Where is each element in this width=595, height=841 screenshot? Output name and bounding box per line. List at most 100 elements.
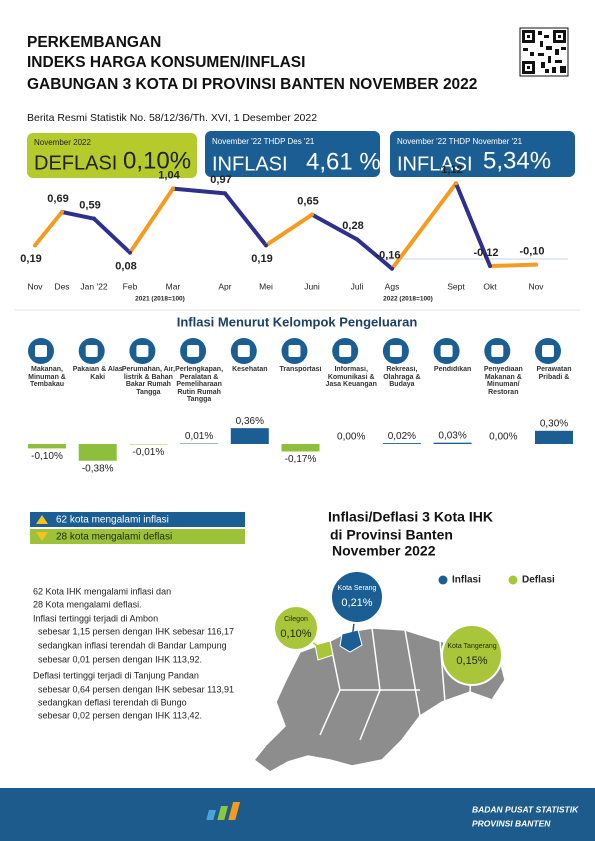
value-label: 0,30% — [540, 418, 568, 429]
city-value: 0,10% — [280, 628, 311, 640]
point — [355, 237, 359, 242]
x-tick-label: Apr — [218, 281, 231, 291]
category-label-box: Perumahan, Air, listrik & Bahan Bakar Ru… — [121, 366, 175, 396]
line-segment — [390, 181, 458, 271]
value-label: 0,36% — [236, 416, 264, 427]
legend-dot — [508, 575, 518, 585]
category-label: Penyediaan Makanan & Minuman/ Restoran — [483, 366, 523, 396]
category-label-box: Pakaian & Alas Kaki — [73, 366, 123, 381]
x-tick-label: Nov — [27, 281, 43, 291]
value-label: 0,69 — [47, 193, 68, 205]
value-label: -0,10% — [31, 451, 63, 462]
legend-text: Deflasi — [522, 575, 555, 586]
summary-line: sebesar 0,02 persen dengan IHK 113,42. — [38, 710, 202, 720]
footer-text: PROVINSI BANTEN — [472, 818, 551, 828]
category-label: Kesehatan — [232, 366, 268, 373]
highlight-box: November '22 THDP November '21 INFLASI 5… — [390, 131, 575, 177]
summary-line: Inflasi tertinggi terjadi di Ambon — [33, 613, 158, 623]
point — [33, 243, 37, 248]
category-label-box: Informasi, Komunikasi & Jasa Keuangan — [325, 366, 377, 388]
category-label-box: Perlengkapan, Peralatan & Pemeliharaan R… — [175, 366, 224, 403]
point — [92, 216, 96, 221]
value-label: -0,01% — [133, 447, 165, 458]
category-label: Perumahan, Air, listrik & Bahan Bakar Ru… — [121, 366, 175, 396]
label: INFLASI — [397, 153, 473, 175]
point — [171, 186, 175, 191]
point — [310, 212, 314, 217]
category-label-box: Kesehatan — [232, 366, 268, 373]
city-bubble — [441, 624, 503, 686]
summary-row: 28 kota mengalami deflasi — [30, 529, 245, 544]
caption: November 2022 — [34, 138, 91, 147]
row-bg — [30, 512, 245, 527]
category-label-box: Rekreasi, Olahraga & Budaya — [383, 366, 420, 388]
point — [128, 250, 132, 255]
category-label: Pendidikan — [433, 366, 472, 373]
point — [488, 264, 492, 268]
value-label: 0,00% — [489, 432, 517, 443]
title-line: GABUNGAN 3 KOTA DI PROVINSI BANTEN NOVEM… — [27, 76, 477, 93]
line-segment — [264, 212, 314, 248]
bar — [281, 444, 320, 452]
subtitle: Berita Resmi Statistik No. 58/12/36/Th. … — [27, 112, 317, 124]
x-tick-label: Des — [54, 281, 69, 291]
city-value: 0,15% — [456, 655, 487, 667]
city-bubble — [330, 570, 384, 624]
city-name: Kota Tangerang — [447, 643, 496, 650]
summary-line: 62 Kota IHK mengalami inflasi dan — [33, 586, 171, 596]
value: 5,34% — [483, 147, 551, 174]
line-segment — [355, 237, 394, 271]
row-bg — [30, 529, 245, 544]
value: 0,10% — [123, 147, 191, 174]
down-icon — [36, 532, 48, 541]
line-segment — [33, 210, 64, 248]
category-label: Perlengkapan, Peralatan & Pemeliharaan R… — [175, 366, 224, 403]
x-tick-label: Ags — [385, 281, 400, 291]
point — [390, 266, 394, 271]
value-label: -0,17% — [285, 454, 317, 465]
icon-glyph — [440, 345, 453, 357]
icon-glyph — [389, 345, 402, 357]
summary-row: 62 kota mengalami inflasi — [30, 512, 245, 527]
x-tick-label: Juni — [304, 281, 320, 291]
summary-line: sedangkan inflasi terendah di Bandar Lam… — [38, 640, 227, 650]
category-label-box: Transportasi — [279, 366, 321, 373]
line-segment — [92, 216, 132, 255]
up-icon — [36, 515, 48, 524]
line-segment — [60, 210, 96, 221]
line-segment — [454, 181, 492, 268]
city-bubble — [273, 605, 319, 651]
summary-text: 62 Kota IHK mengalami inflasi dan 28 Kota… — [33, 586, 234, 720]
x-tick-label: Okt — [483, 281, 497, 291]
highlight-box: November 2022 DEFLASI 0,10% — [27, 133, 197, 178]
value-label: 0,19 — [251, 253, 272, 265]
category-label: Informasi, Komunikasi & Jasa Keuangan — [325, 366, 377, 388]
box-bg — [27, 133, 197, 178]
box-bg — [390, 131, 575, 177]
bar-title: Inflasi Menurut Kelompok Pengeluaran — [177, 314, 418, 329]
bar-chart: Makanan, Minuman & Tembakau -0,10% Pakaian… — [28, 338, 573, 474]
value-label: 0,19 — [20, 253, 41, 265]
value-label: 0,08 — [115, 261, 136, 273]
x-tick-label: Mei — [259, 281, 273, 291]
icon-glyph — [35, 345, 47, 357]
line-segment — [310, 212, 359, 242]
value-label: -0,16 — [375, 250, 400, 262]
x-tick-label: Juli — [351, 281, 364, 291]
value-label: 0,00% — [337, 432, 365, 443]
icon-glyph — [136, 345, 149, 357]
line-segment — [128, 186, 175, 255]
category-label-box: Makanan, Minuman & Tembakau — [28, 366, 66, 388]
footer-band — [0, 788, 595, 841]
summary-line: sebesar 0,64 persen dengan IHK sebesar 1… — [38, 684, 234, 694]
category-label: Perawatan Pribadi & — [536, 366, 572, 381]
label: INFLASI — [212, 153, 288, 175]
summary-line: sebesar 1,15 persen dengan IHK sebesar 1… — [38, 626, 234, 636]
bar — [382, 443, 421, 444]
x-tick-label: Nov — [528, 281, 544, 291]
x-tick-label: Mar — [166, 281, 181, 291]
point — [264, 243, 268, 248]
category-label-box: Pendidikan — [433, 366, 472, 373]
icon-glyph — [237, 345, 250, 357]
